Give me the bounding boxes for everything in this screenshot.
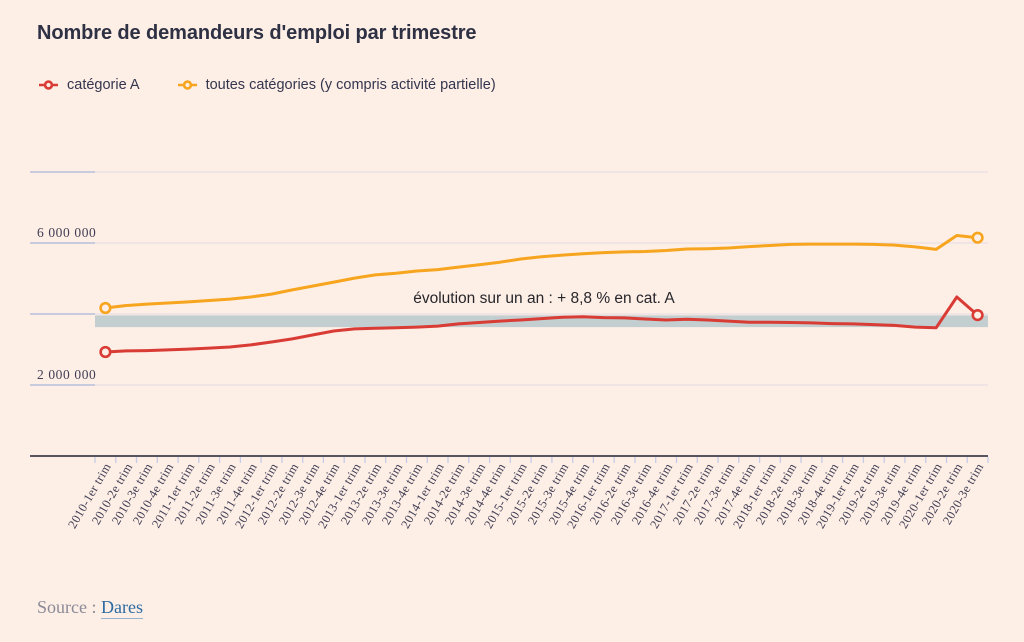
legend-item-categorie-a[interactable]: catégorie A [38, 77, 140, 93]
legend-item-toutes-categories[interactable]: toutes catégories (y compris activité pa… [177, 77, 496, 93]
endpoint-marker-categorie-a[interactable] [99, 345, 112, 359]
legend-label: catégorie A [67, 77, 140, 93]
y-axis-label-2m: 2 000 000 [37, 367, 97, 382]
y-axis-label-6m: 6 000 000 [37, 225, 97, 240]
yoy-change-band [95, 315, 988, 328]
series-line-toutes-categories[interactable] [103, 234, 980, 310]
line-marker-icon [177, 80, 197, 90]
endpoint-marker-toutes-categories[interactable] [99, 301, 112, 315]
series-line-categorie-a[interactable] [103, 295, 980, 354]
legend: catégorie A toutes catégories (y compris… [38, 77, 496, 93]
source-line: Source : Dares [37, 597, 143, 618]
annotation-yoy-change: évolution sur un an : + 8,8 % en cat. A [413, 290, 675, 307]
legend-label: toutes catégories (y compris activité pa… [205, 77, 496, 93]
chart-title: Nombre de demandeurs d'emploi par trimes… [37, 22, 477, 44]
source-label: Source : [37, 597, 97, 617]
endpoint-marker-toutes-categories[interactable] [971, 231, 984, 244]
source-link[interactable]: Dares [100, 597, 143, 617]
endpoint-marker-categorie-a[interactable] [971, 309, 984, 322]
line-marker-icon [39, 80, 58, 90]
